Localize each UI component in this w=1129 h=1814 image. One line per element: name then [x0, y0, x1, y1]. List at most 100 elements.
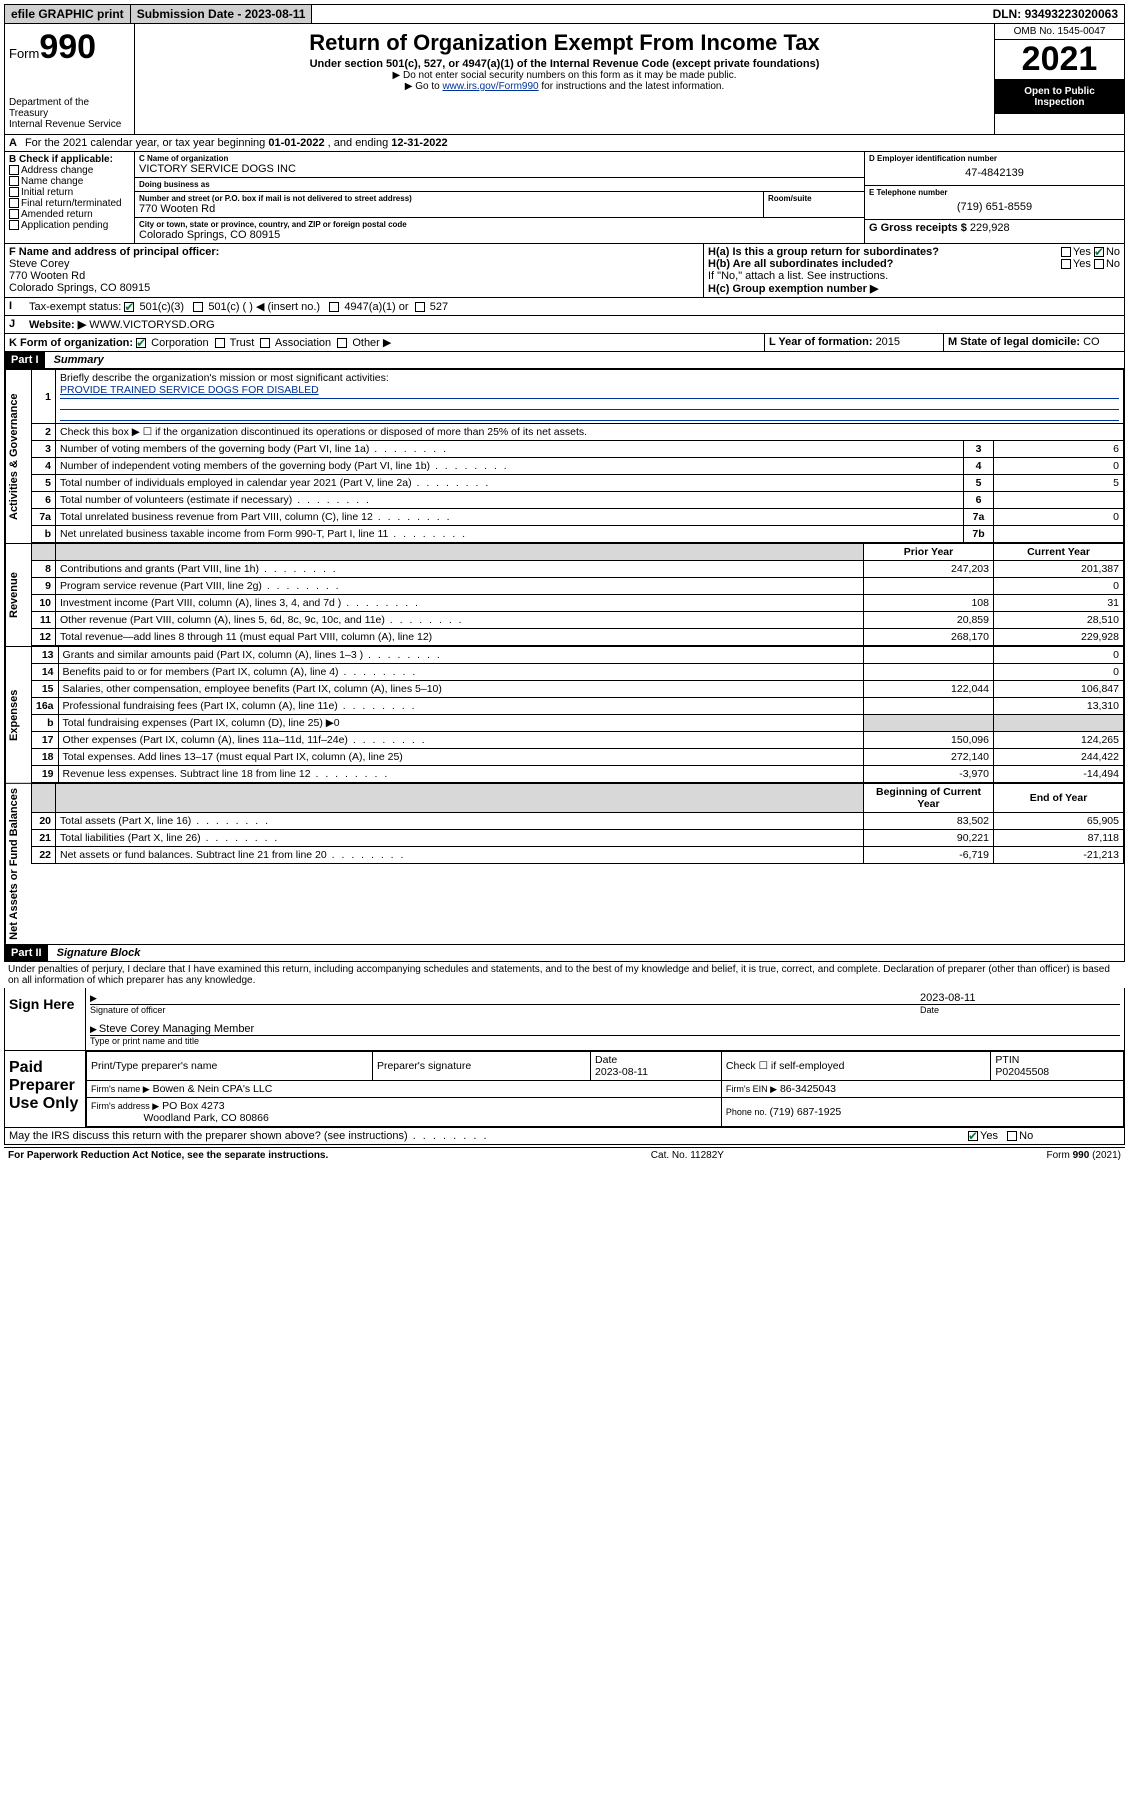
ha-yes-check[interactable]: [1061, 247, 1071, 257]
hb-no: No: [1106, 258, 1120, 270]
ptin-value: P02045508: [995, 1066, 1049, 1078]
form-num: 990: [39, 28, 96, 66]
check-trust[interactable]: [215, 338, 225, 348]
irs-link[interactable]: www.irs.gov/Form990: [442, 81, 538, 92]
current-year-header: Current Year: [994, 544, 1124, 561]
line-i: I Tax-exempt status: 501(c)(3) 501(c) ( …: [4, 298, 1125, 316]
exp-line-text: Salaries, other compensation, employee b…: [58, 681, 863, 698]
website-value: WWW.VICTORYSD.ORG: [89, 319, 215, 331]
check-app-pending[interactable]: [9, 220, 19, 230]
cat-number: Cat. No. 11282Y: [651, 1150, 724, 1161]
check-b-label: B Check if applicable:: [9, 154, 130, 165]
rev-vlabel: Revenue: [5, 543, 31, 646]
table-row: 13Grants and similar amounts paid (Part …: [32, 647, 1124, 664]
room-label: Room/suite: [768, 194, 860, 203]
submission-label: Submission Date -: [137, 7, 245, 21]
gov-line-text: Number of voting members of the governin…: [60, 443, 448, 455]
website-label: Website: ▶: [29, 319, 86, 331]
net-line-text: Total liabilities (Part X, line 26): [60, 832, 279, 844]
rev-line-text: Program service revenue (Part VIII, line…: [60, 580, 341, 592]
line-a-mid: , and ending: [328, 137, 392, 149]
check-527[interactable]: [415, 302, 425, 312]
gov-line-text: Total number of individuals employed in …: [60, 477, 490, 489]
table-row: 21Total liabilities (Part X, line 26)90,…: [32, 830, 1124, 847]
form-ref: Form 990 (2021): [1047, 1150, 1122, 1161]
expenses-table: 13Grants and similar amounts paid (Part …: [31, 646, 1124, 783]
table-row: 14Benefits paid to or for members (Part …: [32, 664, 1124, 681]
form-title-cell: Return of Organization Exempt From Incom…: [135, 24, 994, 134]
governance-table: 1 Briefly describe the organization's mi…: [31, 369, 1124, 543]
hb-no-check[interactable]: [1094, 259, 1104, 269]
exp-line-text: Revenue less expenses. Subtract line 18 …: [63, 768, 390, 780]
omb-number: OMB No. 1545-0047: [995, 24, 1124, 40]
netassets-block: Net Assets or Fund Balances Beginning of…: [4, 783, 1125, 945]
table-row: 10Investment income (Part VIII, column (…: [32, 595, 1124, 612]
gov-vlabel: Activities & Governance: [5, 369, 31, 543]
net-vlabel: Net Assets or Fund Balances: [5, 783, 31, 944]
sig-date: 2023-08-11: [920, 992, 1120, 1004]
discuss-no: No: [1019, 1130, 1033, 1142]
check-initial-return[interactable]: [9, 187, 19, 197]
firm-name-label: Firm's name ▶: [91, 1084, 150, 1094]
exp-vlabel: Expenses: [5, 646, 31, 783]
ha-no: No: [1106, 246, 1120, 258]
part1-title: Summary: [48, 352, 110, 368]
table-row: bNet unrelated business taxable income f…: [32, 526, 1124, 543]
hc-label: H(c) Group exemption number ▶: [708, 282, 1120, 295]
check-corp[interactable]: [136, 338, 146, 348]
tax-year-begin: 01-01-2022: [268, 137, 324, 149]
street-address: 770 Wooten Rd: [139, 203, 759, 215]
discuss-row: May the IRS discuss this return with the…: [4, 1128, 1125, 1145]
gross-receipts: 229,928: [970, 222, 1010, 234]
type-name-label: Type or print name and title: [90, 1035, 1120, 1046]
discuss-no-check[interactable]: [1007, 1131, 1017, 1141]
officer-addr1: 770 Wooten Rd: [9, 270, 699, 282]
check-address-change[interactable]: [9, 165, 19, 175]
dba-label: Doing business as: [139, 180, 860, 189]
ein-value: 47-4842139: [869, 163, 1120, 183]
submission-date: Submission Date - 2023-08-11: [131, 5, 313, 23]
discuss-yes-check[interactable]: [968, 1131, 978, 1141]
efile-print-button[interactable]: efile GRAPHIC print: [5, 5, 131, 23]
page-footer: For Paperwork Reduction Act Notice, see …: [4, 1147, 1125, 1163]
check-other[interactable]: [337, 338, 347, 348]
revenue-block: Revenue Prior YearCurrent Year 8Contribu…: [4, 543, 1125, 646]
org-name-label: C Name of organization: [139, 154, 860, 163]
opt-name-change: Name change: [21, 176, 83, 187]
ha-no-check[interactable]: [1094, 247, 1104, 257]
date-label: Date: [920, 1005, 1120, 1015]
part2-header: Part II: [5, 945, 48, 961]
table-row: 19Revenue less expenses. Subtract line 1…: [32, 766, 1124, 783]
check-501c[interactable]: [193, 302, 203, 312]
check-4947[interactable]: [329, 302, 339, 312]
check-name-change[interactable]: [9, 176, 19, 186]
tax-year-end: 12-31-2022: [391, 137, 447, 149]
opt-corp: Corporation: [151, 337, 208, 349]
q2-text: Check this box ▶ ☐ if the organization d…: [56, 424, 1124, 441]
end-year-header: End of Year: [994, 784, 1124, 813]
line-a-pre: For the 2021 calendar year, or tax year …: [25, 137, 268, 149]
check-amended-return[interactable]: [9, 209, 19, 219]
opt-527: 527: [430, 301, 448, 313]
tel-label: E Telephone number: [869, 188, 1120, 197]
org-info-section: B Check if applicable: Address change Na…: [4, 152, 1125, 244]
rev-line-text: Other revenue (Part VIII, column (A), li…: [60, 614, 464, 626]
ptin-label: PTIN: [995, 1054, 1019, 1066]
check-assoc[interactable]: [260, 338, 270, 348]
part2-header-row: Part II Signature Block: [4, 945, 1125, 962]
exp-line-text: Total expenses. Add lines 13–17 (must eq…: [58, 749, 863, 766]
exp-line-text: Professional fundraising fees (Part IX, …: [63, 700, 417, 712]
hb-yes: Yes: [1073, 258, 1091, 270]
check-501c3[interactable]: [124, 302, 134, 312]
rev-line-text: Total revenue—add lines 8 through 11 (mu…: [56, 629, 864, 646]
netassets-table: Beginning of Current YearEnd of Year 20T…: [31, 783, 1124, 864]
form-subtitle: Under section 501(c), 527, or 4947(a)(1)…: [139, 58, 990, 70]
prep-date: 2023-08-11: [595, 1066, 648, 1078]
exp-line-text: Benefits paid to or for members (Part IX…: [63, 666, 418, 678]
table-row: 12Total revenue—add lines 8 through 11 (…: [32, 629, 1124, 646]
hb-yes-check[interactable]: [1061, 259, 1071, 269]
check-final-return[interactable]: [9, 198, 19, 208]
discuss-text: May the IRS discuss this return with the…: [9, 1130, 489, 1142]
signature-block: Sign Here 2023-08-11 Signature of office…: [4, 988, 1125, 1051]
opt-501c3: 501(c)(3): [139, 301, 184, 313]
